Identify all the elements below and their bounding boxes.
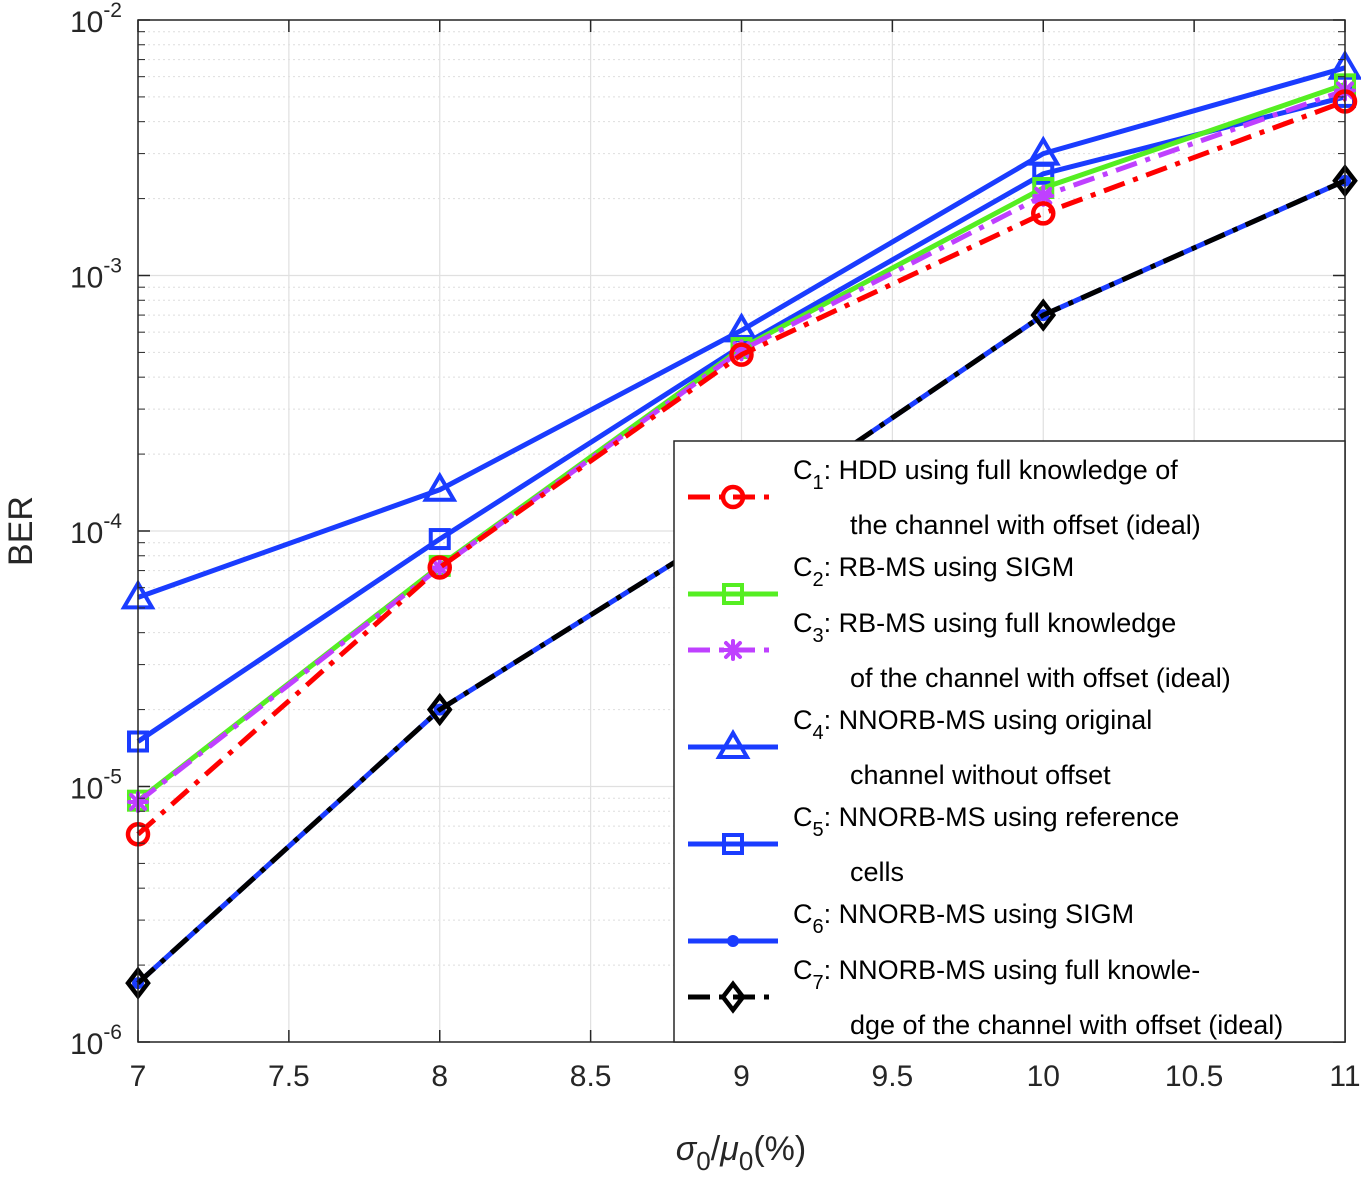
y-tick-base: 10 [70, 517, 103, 550]
x-tick-label: 11 [1329, 1060, 1360, 1093]
y-tick-label: 10-2 [70, 0, 122, 39]
legend-description: : RB-MS using full knowledge [824, 608, 1177, 638]
legend-marker-c7 [720, 980, 746, 1014]
legend-curve-letter: C [793, 899, 813, 929]
legend-label-line: C1: HDD using full knowledge of [793, 455, 1178, 494]
x-tick-labels: 7 7.5 8 8.5 9 9.5 10 10.5 11 [130, 1060, 1361, 1093]
legend-item-c6: C6: NNORB-MS using SIGM [688, 899, 1134, 947]
legend-marker-c5 [722, 833, 744, 855]
y-tick-base: 10 [70, 262, 103, 295]
legend-label-line: C2: RB-MS using SIGM [793, 552, 1074, 591]
asterisk-stroke [724, 641, 742, 659]
legend-description: : HDD using full knowledge of [824, 455, 1179, 485]
y-tick-exponent: -5 [103, 766, 122, 789]
x-tick-label: 7.5 [268, 1060, 310, 1093]
asterisk-stroke [1034, 186, 1053, 205]
legend-label-line: C3: RB-MS using full knowledge [793, 608, 1176, 647]
legend-item-c4: C4: NNORB-MS using original channel witho… [688, 705, 1152, 790]
legend-marker-c2 [722, 583, 744, 605]
y-axis-label: BER [2, 496, 40, 566]
y-tick-label: 10-3 [70, 255, 122, 295]
x-tick-label: 8 [431, 1060, 448, 1093]
x-tick-label: 8.5 [570, 1060, 612, 1093]
legend-label-line: dge of the channel with offset (ideal) [850, 1010, 1283, 1040]
x-tick-label: 9.5 [872, 1060, 914, 1093]
legend-curve-letter: C [793, 608, 813, 638]
legend-label-line: channel without offset [850, 760, 1111, 790]
x-label-unit: (%) [753, 1130, 806, 1168]
y-tick-base: 10 [70, 1028, 103, 1061]
series-line-c7 [136, 178, 1347, 985]
y-tick-label: 10-6 [70, 1021, 122, 1061]
legend-label-line: C6: NNORB-MS using SIGM [793, 899, 1134, 938]
legend-curve-letter: C [793, 455, 813, 485]
x-tick-label: 9 [733, 1060, 750, 1093]
legend-label-line: C7: NNORB-MS using full knowle- [793, 955, 1200, 994]
legend-marker-c3 [722, 639, 744, 661]
y-tick-label: 10-4 [70, 510, 122, 550]
legend-curve-subscript: 2 [813, 569, 824, 591]
legend-marker-c6 [727, 935, 739, 947]
legend-marker-c4 [715, 729, 751, 759]
legend-item-c5: C5: NNORB-MS using reference cells [688, 802, 1179, 887]
legend-curve-subscript: 3 [813, 625, 824, 647]
legend-item-c7: C7: NNORB-MS using full knowle-dge of th… [688, 955, 1283, 1040]
legend-curve-subscript: 1 [813, 472, 824, 494]
y-tick-base: 10 [70, 773, 103, 806]
x-label-mu: μ [719, 1130, 739, 1168]
y-tick-exponent: -2 [103, 0, 122, 22]
legend-item-c1: C1: HDD using full knowledge of the chann… [688, 455, 1201, 540]
legend-box [673, 440, 1346, 1043]
legend-curve-subscript: 6 [813, 916, 824, 938]
x-tick-label: 7 [130, 1060, 147, 1093]
data-point-c5 [428, 528, 451, 551]
legend-curve-letter: C [793, 802, 813, 832]
data-point-c7 [1030, 298, 1057, 332]
x-label-sigma: σ [676, 1130, 698, 1168]
x-axis-label: σ0/μ0(%) [676, 1130, 806, 1176]
legend-item-c3: C3: RB-MS using full knowledge of the cha… [688, 608, 1231, 693]
legend-label-line: cells [850, 857, 904, 887]
y-tick-exponent: -4 [103, 510, 122, 533]
x-label-sub-0b: 0 [739, 1146, 753, 1176]
y-tick-base: 10 [70, 6, 103, 39]
legend-description: : NNORB-MS using original [824, 705, 1153, 735]
x-label-sub-0a: 0 [696, 1146, 710, 1176]
data-point-c1 [427, 555, 452, 580]
series-line-c1 [136, 99, 1346, 837]
legend-label-line: C5: NNORB-MS using reference [793, 802, 1179, 841]
y-tick-exponent: -6 [103, 1021, 122, 1044]
legend-curve-letter: C [793, 552, 813, 582]
legend-label-line: C4: NNORB-MS using original [793, 705, 1152, 744]
data-point-c5 [1032, 162, 1055, 185]
legend-item-c2: C2: RB-MS using SIGM [688, 552, 1074, 605]
data-point-c1 [1031, 201, 1056, 226]
y-tick-label: 10-5 [70, 766, 122, 806]
x-tick-label: 10.5 [1165, 1060, 1223, 1093]
legend-curve-subscript: 4 [813, 722, 824, 744]
series-line-c4 [137, 65, 1346, 600]
legend-curve-letter: C [793, 705, 813, 735]
legend-description: : RB-MS using SIGM [824, 552, 1075, 582]
legend-description: : NNORB-MS using SIGM [824, 899, 1135, 929]
x-tick-label: 10 [1027, 1060, 1060, 1093]
legend-curve-letter: C [793, 955, 813, 985]
legend-label-line: the channel with offset (ideal) [850, 510, 1201, 540]
data-point-c4 [422, 471, 458, 502]
legend-curve-subscript: 7 [813, 972, 824, 994]
y-tick-exponent: -3 [103, 255, 122, 278]
legend-label-line: of the channel with offset (ideal) [850, 663, 1231, 693]
legend-curve-subscript: 5 [813, 819, 824, 841]
legend-marker-c1 [720, 484, 746, 510]
data-point-c1 [729, 342, 754, 367]
legend-description: : NNORB-MS using full knowle- [824, 955, 1201, 985]
x-label-slash: / [711, 1130, 721, 1168]
data-point-c7 [426, 692, 453, 727]
y-tick-labels: 10-610-510-410-310-2 [70, 0, 122, 1061]
legend-description: : NNORB-MS using reference [824, 802, 1180, 832]
